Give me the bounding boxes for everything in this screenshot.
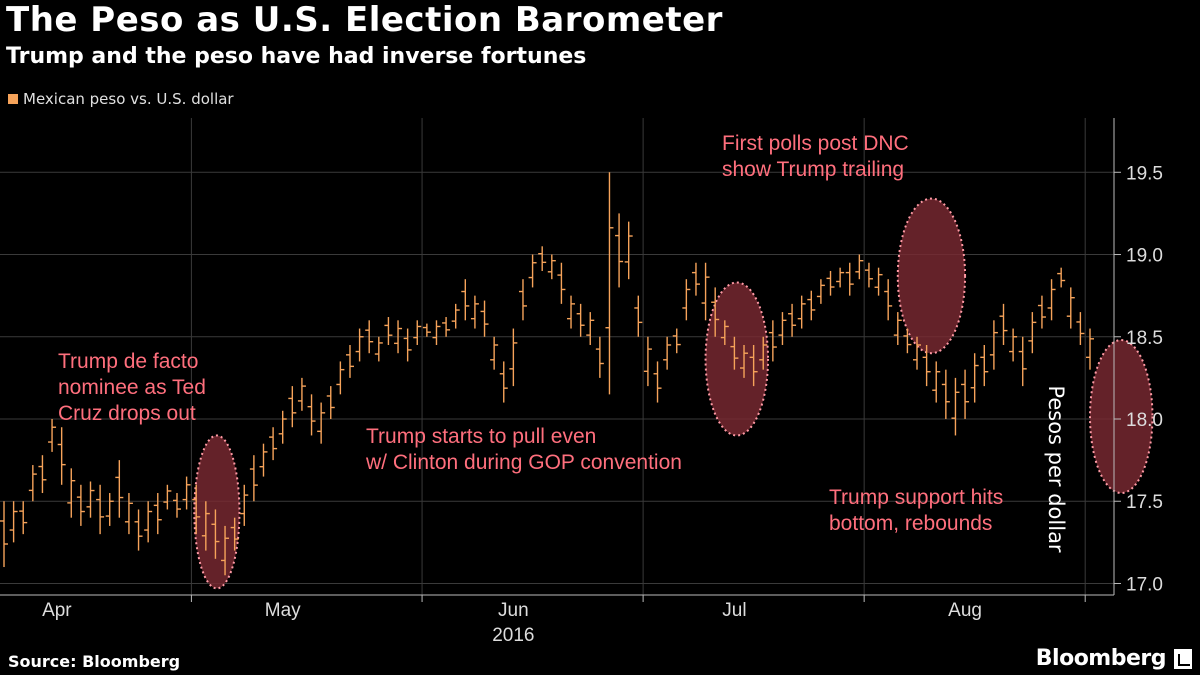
annotation: Trump starts to pull even w/ Clinton duri… xyxy=(365,425,682,474)
highlight-ellipse xyxy=(193,434,241,590)
chart-title: The Peso as U.S. Election Barometer xyxy=(6,0,723,40)
highlight-ellipses xyxy=(193,197,1154,590)
source-note: Source: Bloomberg xyxy=(8,652,181,671)
highlight-ellipse xyxy=(1089,339,1154,495)
annotation-line: show Trump trailing xyxy=(722,158,904,181)
annotation: Trump de facto nominee as Ted Cruz drops o… xyxy=(58,350,206,425)
highlight-ellipse xyxy=(704,281,770,437)
y-tick-label: 17.5 xyxy=(1126,492,1163,513)
y-tick-label: 19.0 xyxy=(1126,246,1163,267)
annotation: Trump support hits bottom, rebounds xyxy=(829,486,1003,535)
highlight-ellipse xyxy=(896,197,967,355)
price-series xyxy=(0,172,1094,576)
annotation-line: Trump de facto xyxy=(58,350,198,373)
x-tick-label: Jul xyxy=(722,600,746,621)
x-tick-label: May xyxy=(265,600,301,621)
annotation-line: Trump support hits xyxy=(829,486,1003,509)
y-tick-label: 18.0 xyxy=(1126,410,1163,431)
x-tick-label: Aug xyxy=(948,600,982,621)
annotation-line: bottom, rebounds xyxy=(829,512,992,535)
annotation-line: nominee as Ted xyxy=(58,376,206,399)
y-tick-label: 19.5 xyxy=(1126,163,1163,184)
legend-label: Mexican peso vs. U.S. dollar xyxy=(23,90,234,108)
annotation: First polls post DNC show Trump trailing xyxy=(722,132,909,181)
chart-subtitle: Trump and the peso have had inverse fort… xyxy=(6,44,587,69)
annotation-line: w/ Clinton during GOP convention xyxy=(365,451,682,474)
annotation-line: Cruz drops out xyxy=(58,402,196,425)
x-tick-label: Apr xyxy=(42,600,72,621)
annotation-line: First polls post DNC xyxy=(722,132,909,155)
bloomberg-logo-icon xyxy=(1174,649,1192,669)
legend: Mexican peso vs. U.S. dollar xyxy=(8,90,234,108)
legend-swatch xyxy=(8,94,18,104)
axes: 17.0 17.5 18.0 18.5 19.0 19.5 Apr May Jun Jul Aug 2… xyxy=(0,118,1163,646)
x-tick-label: Jun xyxy=(498,600,529,621)
y-tick-label: 18.5 xyxy=(1126,328,1163,349)
x-axis-year-label: 2016 xyxy=(492,625,534,646)
y-axis-label: Pesos per dollar xyxy=(1044,385,1068,553)
bloomberg-logo: Bloomberg xyxy=(1035,646,1167,671)
annotation-line: Trump starts to pull even xyxy=(366,425,596,448)
y-tick-label: 17.0 xyxy=(1126,574,1163,595)
annotations: Trump de facto nominee as Ted Cruz drops o… xyxy=(58,132,1003,535)
